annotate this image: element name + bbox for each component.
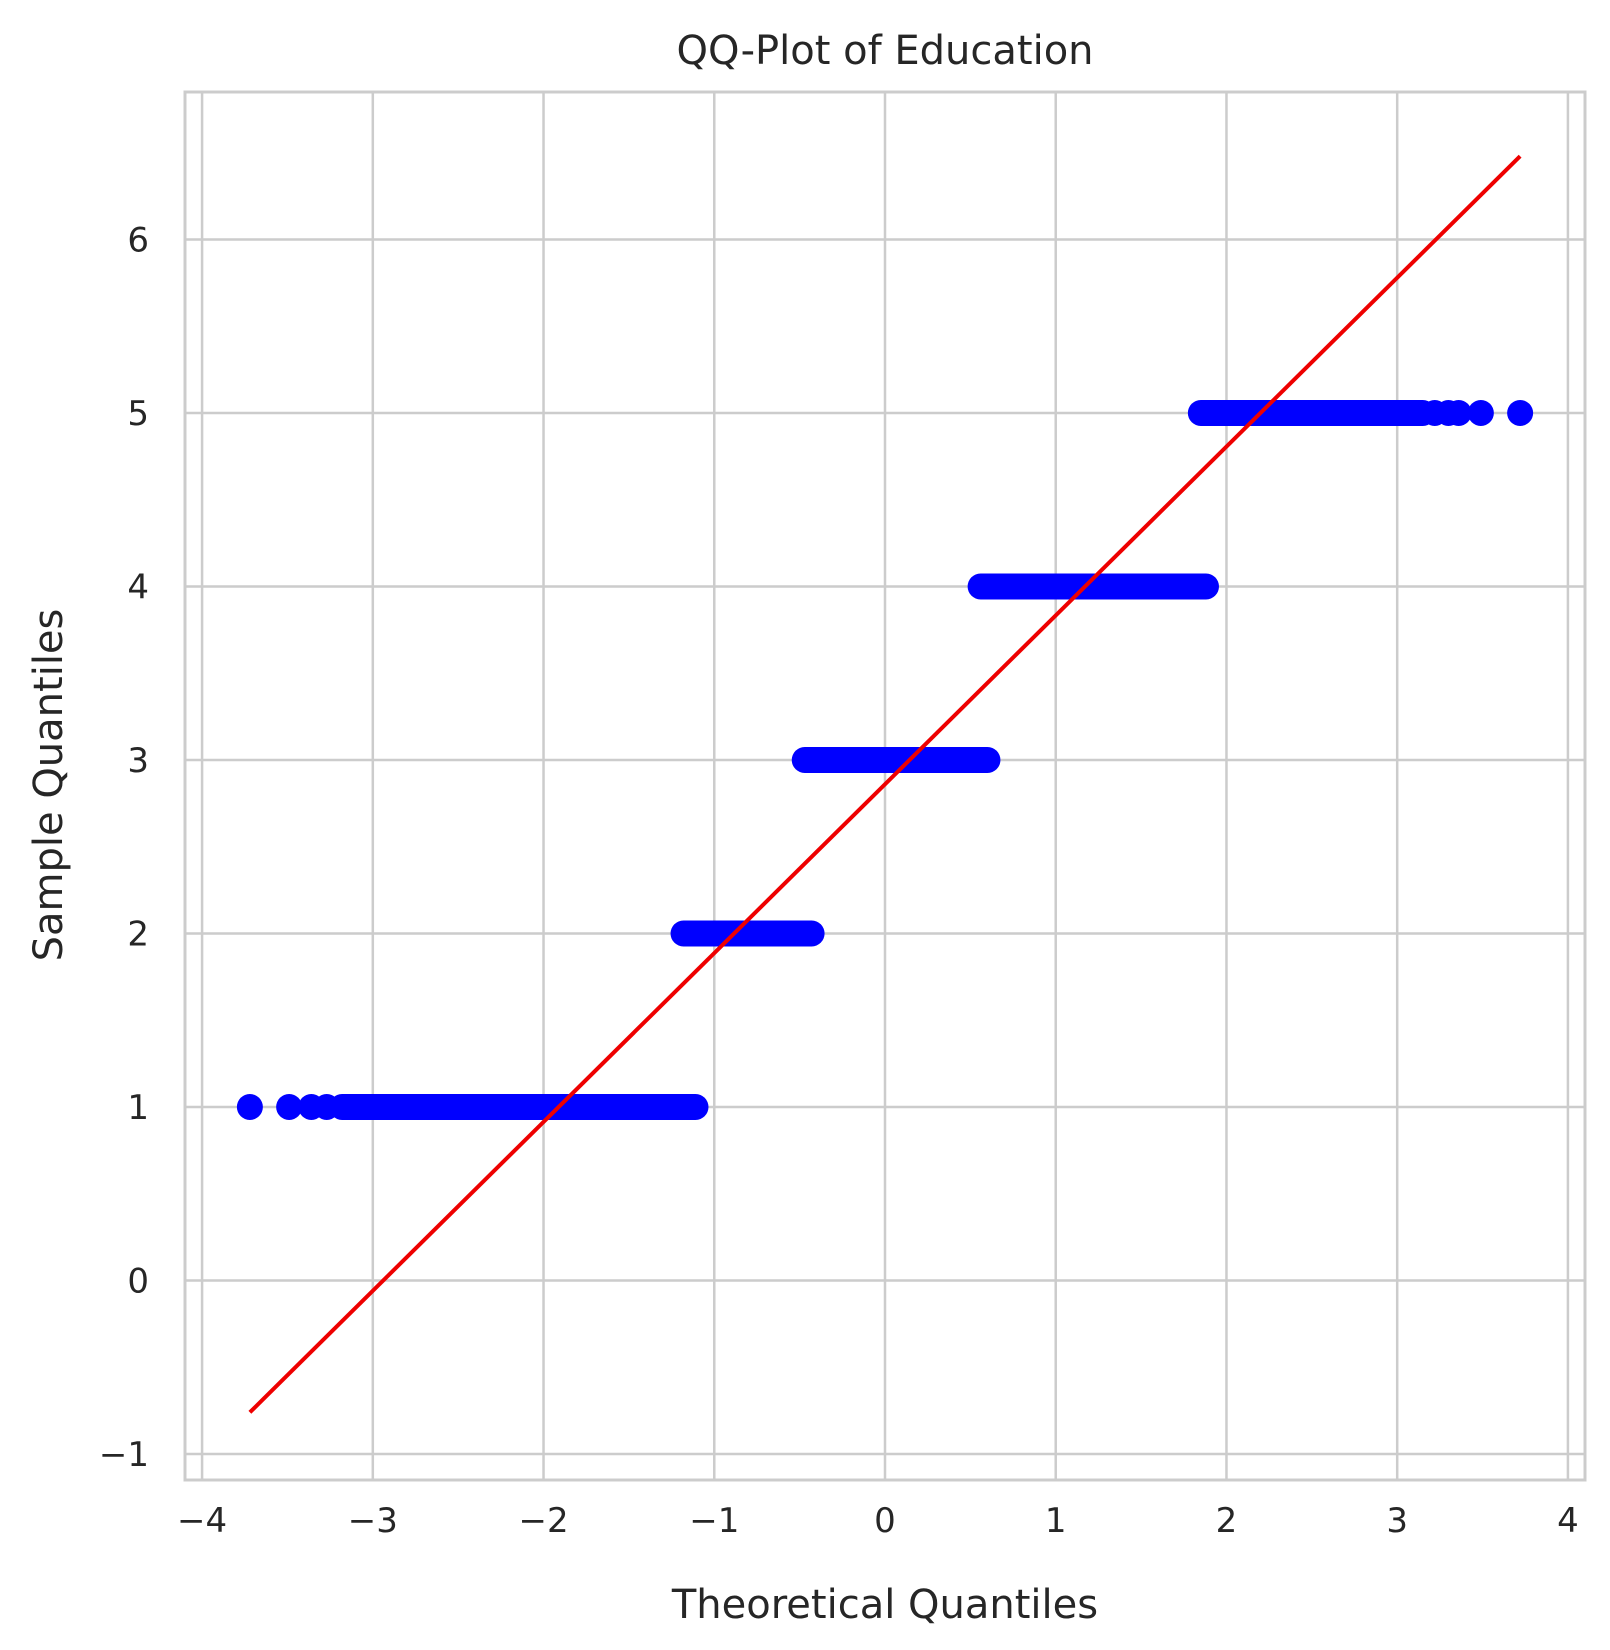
- reference-line-layer: [248, 154, 1522, 1414]
- data-point: [313, 1093, 340, 1120]
- x-tick-label: 0: [874, 1501, 896, 1541]
- data-point: [1507, 399, 1534, 426]
- y-tick-label: 6: [127, 220, 149, 260]
- x-tick-label: −4: [177, 1501, 227, 1541]
- y-axis-label: Sample Quantiles: [26, 609, 72, 962]
- y-tick-label: 0: [127, 1261, 149, 1301]
- data-point: [276, 1093, 303, 1120]
- data-layer: [236, 399, 1534, 1120]
- plot-frame: [183, 90, 1587, 1482]
- x-tick-label: 3: [1386, 1501, 1408, 1541]
- y-tick-label: 2: [127, 914, 149, 954]
- y-tick-label: 4: [127, 567, 149, 607]
- data-point: [236, 1093, 263, 1120]
- chart-title: QQ-Plot of Education: [676, 28, 1093, 74]
- x-tick-label: 2: [1216, 1501, 1238, 1541]
- reference-line: [248, 154, 1522, 1414]
- data-point: [1467, 399, 1494, 426]
- x-tick-label: −2: [518, 1501, 568, 1541]
- y-tick-label: −1: [99, 1435, 149, 1475]
- y-tick-label: 3: [127, 741, 149, 781]
- x-tick-label: 4: [1557, 1501, 1579, 1541]
- x-axis-label: Theoretical Quantiles: [671, 1582, 1098, 1628]
- y-tick-label: 1: [127, 1088, 149, 1128]
- x-tick-labels: −4 −3 −2 −1 0 1 2 3 4: [177, 1501, 1579, 1541]
- x-tick-label: −3: [348, 1501, 398, 1541]
- x-tick-label: 1: [1045, 1501, 1067, 1541]
- x-tick-label: −1: [689, 1501, 739, 1541]
- y-tick-label: 5: [127, 394, 149, 434]
- data-point: [1445, 399, 1472, 426]
- y-tick-labels: −1 0 1 2 3 4 5 6: [99, 220, 149, 1475]
